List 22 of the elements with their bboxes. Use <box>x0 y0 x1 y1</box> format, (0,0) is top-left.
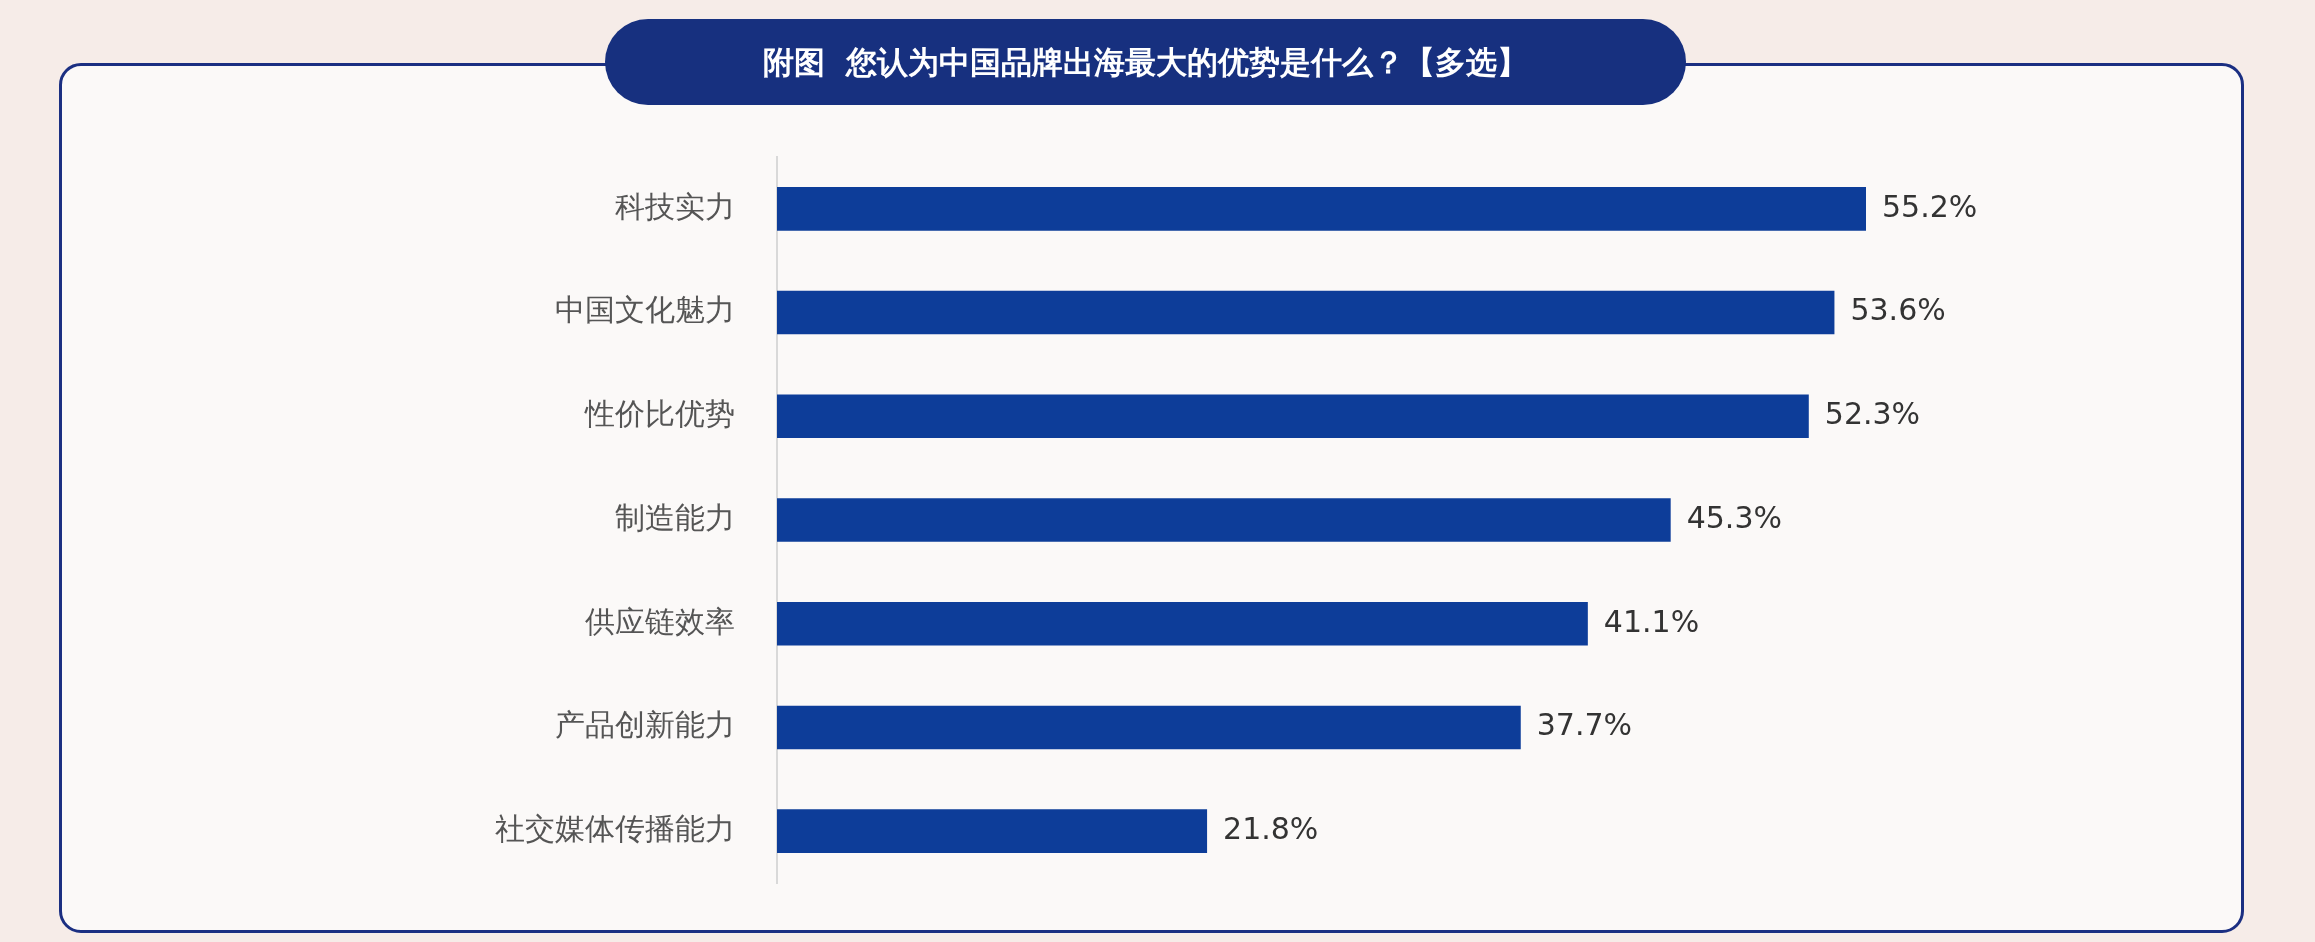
bar <box>777 809 1208 853</box>
y-tick-label: 产品创新能力 <box>555 707 735 743</box>
data-label: 53.6% <box>1850 292 1946 328</box>
data-label: 37.7% <box>1536 707 1633 743</box>
data-label: 41.1% <box>1603 603 1700 639</box>
chart-title: 附图 您认为中国品牌出海最大的优势是什么？【多选】 <box>605 19 1686 105</box>
bar <box>777 290 1835 335</box>
bar <box>777 705 1521 750</box>
data-label: 52.3% <box>1824 396 1921 432</box>
y-tick-label: 社交媒体传播能力 <box>495 810 735 846</box>
y-tick-label: 制造能力 <box>615 499 735 535</box>
bar <box>777 601 1588 646</box>
data-label: 55.2% <box>1882 188 1978 224</box>
bar <box>777 394 1809 439</box>
y-tick-label: 中国文化魅力 <box>555 292 735 328</box>
data-label: 21.8% <box>1223 810 1319 846</box>
bar <box>777 498 1671 542</box>
y-tick-label: 供应链效率 <box>585 603 735 639</box>
y-tick-label: 科技实力 <box>615 188 735 224</box>
data-label: 45.3% <box>1686 499 1782 535</box>
bar <box>777 187 1866 231</box>
y-tick-label: 性价比优势 <box>584 396 735 432</box>
